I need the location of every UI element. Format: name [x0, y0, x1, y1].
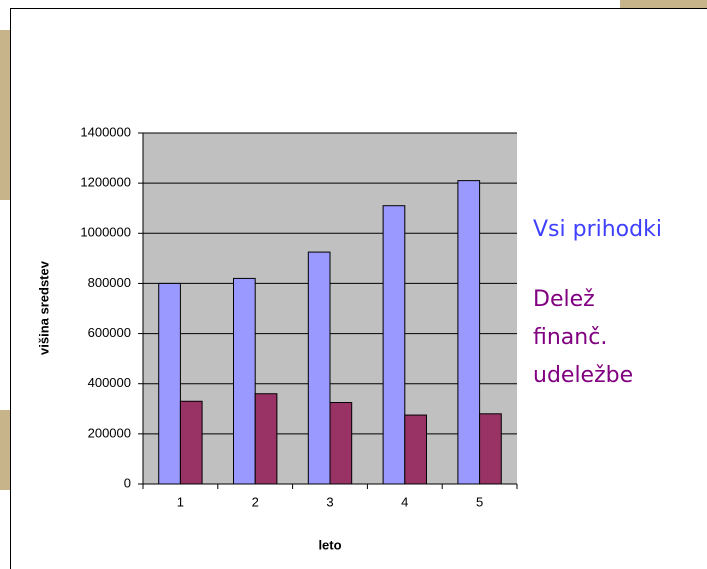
bar: [382, 205, 406, 485]
y-tick-label: 800000: [88, 275, 131, 290]
legend-entry: Vsi prihodki: [533, 217, 662, 242]
x-tick-label: 4: [401, 494, 408, 509]
x-tick-label: 2: [252, 494, 259, 509]
y-tick-label: 1000000: [80, 225, 131, 240]
bar: [457, 180, 481, 485]
x-axis-label: leto: [318, 537, 341, 552]
x-tick-label: 1: [177, 494, 184, 509]
bar: [307, 251, 331, 485]
y-tick-label: 1200000: [80, 175, 131, 190]
y-tick-label: 600000: [88, 325, 131, 340]
bar: [233, 277, 256, 485]
x-tick-label: 3: [326, 494, 333, 509]
x-tick-label: 5: [476, 494, 483, 509]
bar: [404, 414, 427, 485]
y-tick-label: 400000: [88, 375, 131, 390]
decoration: [0, 410, 10, 490]
bar: [329, 402, 353, 485]
bar: [158, 282, 181, 485]
decoration: [0, 30, 10, 200]
bar: [254, 393, 278, 485]
y-tick-label: 0: [124, 475, 131, 490]
bar: [179, 400, 203, 485]
legend-entry: Delež finanč. udeležbe: [533, 287, 634, 388]
bar: [479, 413, 502, 485]
y-tick-label: 200000: [88, 425, 131, 440]
y-tick-label: 1400000: [80, 124, 131, 139]
y-axis-label: višina sredstev: [36, 260, 51, 355]
